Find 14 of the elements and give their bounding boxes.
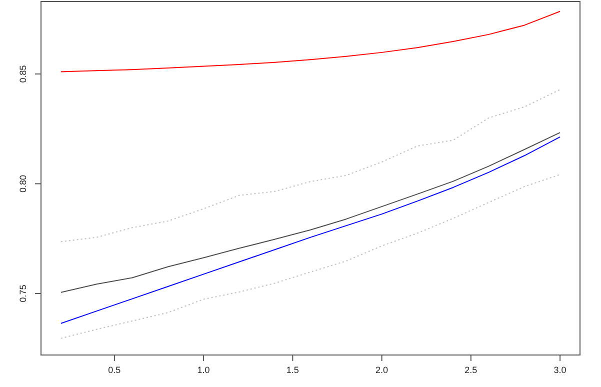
line-series — [60, 174, 561, 339]
x-tick-label: 2.0 — [376, 365, 388, 375]
line-series — [60, 89, 561, 242]
x-tick-label: 1.5 — [286, 365, 299, 375]
line-series — [60, 132, 561, 293]
x-tick-label: 0.5 — [108, 365, 121, 375]
x-tick-label: 2.5 — [464, 365, 478, 375]
y-tick-label: 0.80 — [18, 174, 28, 193]
line-series — [60, 10, 561, 72]
x-tick-label: 3.0 — [554, 365, 566, 375]
x-tick-label: 1.0 — [197, 365, 210, 375]
y-tick-label: 0.85 — [18, 65, 28, 83]
y-tick-label: 0.75 — [18, 284, 28, 302]
line-series — [60, 136, 561, 324]
